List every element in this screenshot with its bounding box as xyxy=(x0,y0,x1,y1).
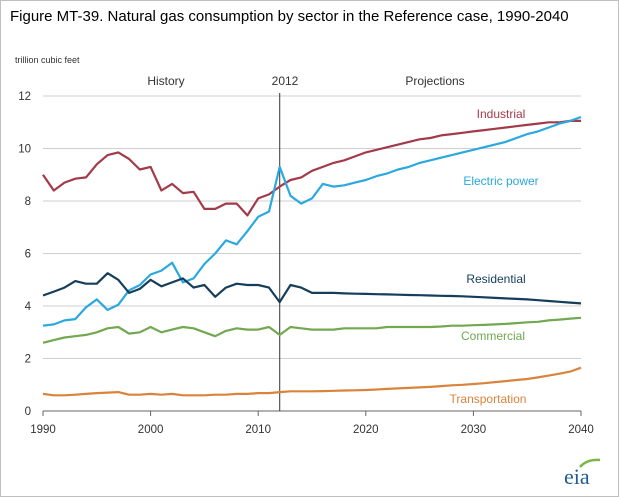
y-tick-label-6: 12 xyxy=(18,91,31,103)
x-tick-label-5: 2040 xyxy=(568,424,594,436)
y-tick-label-3: 6 xyxy=(25,249,31,261)
figure-title: Figure MT-39. Natural gas consumption by… xyxy=(10,8,569,25)
x-tick-label-4: 2030 xyxy=(461,424,487,436)
series-label-residential: Residential xyxy=(466,272,525,286)
y-axis-unit-label: trillion cubic feet xyxy=(15,55,80,65)
projections-label: Projections xyxy=(405,74,464,88)
series-label-electric-power: Electric power xyxy=(463,174,538,188)
axes: 0 2 4 6 8 10 12 1990 2000 2010 2020 2030 2040 xyxy=(18,91,594,436)
series-line-commercial xyxy=(42,316,582,344)
series-labels: Industrial Electric power Residential Comme… xyxy=(450,107,539,406)
y-tick-label-1: 2 xyxy=(25,354,31,366)
x-tick-label-3: 2020 xyxy=(353,424,379,436)
swoosh-icon xyxy=(579,458,601,468)
x-tick-label-0: 1990 xyxy=(30,424,56,436)
y-tick-label-4: 8 xyxy=(25,196,31,208)
series-line-residential xyxy=(42,272,582,305)
y-tick-label-5: 10 xyxy=(18,144,31,156)
series-line-industrial xyxy=(42,119,581,217)
series-label-commercial: Commercial xyxy=(461,329,525,343)
y-tick-label-2: 4 xyxy=(25,301,32,313)
history-label: History xyxy=(147,74,184,88)
series-line-electric-power xyxy=(42,115,582,327)
divider-year-label: 2012 xyxy=(272,74,299,88)
series-lines xyxy=(42,115,582,397)
series-line-transportation xyxy=(42,366,582,397)
y-tick-label-0: 0 xyxy=(25,406,31,418)
x-tick-label-2: 2010 xyxy=(245,424,271,436)
series-label-industrial: Industrial xyxy=(477,107,526,121)
x-tick-label-1: 2000 xyxy=(138,424,164,436)
eia-logo-text: eia xyxy=(564,464,590,489)
series-label-transportation: Transportation xyxy=(450,392,527,406)
eia-logo: eia xyxy=(564,458,608,488)
gridlines xyxy=(43,95,581,359)
